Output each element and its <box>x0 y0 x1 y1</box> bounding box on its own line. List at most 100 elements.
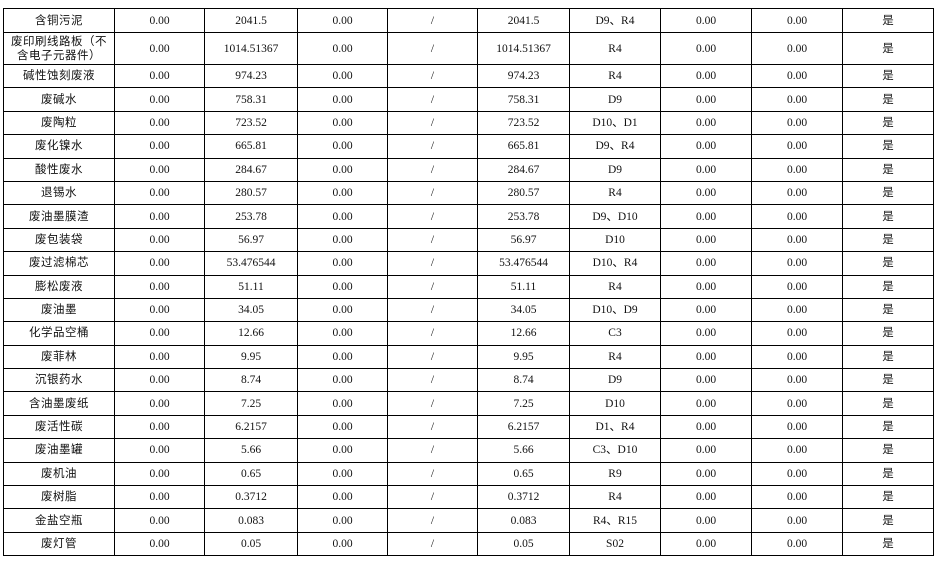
table-row: 碱性蚀刻废液 0.00 974.23 0.00/974.23 R4 0.00 0.00 是 <box>3 63 934 89</box>
table-row: 废油墨膜渣 0.00 253.78 0.00/253.78 D9、D10 0.00 0.00… <box>3 204 934 229</box>
col-2-cell: 0.00 <box>114 8 205 33</box>
waste-name-cell: 碱性蚀刻废液 <box>3 63 115 89</box>
col-3-cell: 0.05 <box>204 531 298 557</box>
table-row: 退锡水 0.00 280.57 0.00/280.57 R4 0.00 0.00 是 <box>3 180 934 206</box>
col-2-cell: 0.00 <box>114 157 205 182</box>
disposal-method-cell: D1、R4 <box>569 414 661 440</box>
col-2-cell: 0.00 <box>114 485 205 510</box>
col-2-cell: 0.00 <box>114 508 205 533</box>
col-5-cell: / <box>387 414 478 440</box>
col-9-cell: 0.00 <box>751 391 843 416</box>
table-row: 含铜污泥 0.00 2041.5 0.00/2041.5 D9、R4 0.00 0.00 是 <box>3 8 934 33</box>
table-row: 废树脂 0.00 0.3712 0.00/0.3712 R4 0.00 0.00 是 <box>3 485 934 510</box>
col-4-cell: 0.00 <box>297 110 388 136</box>
col-8-cell: 0.00 <box>660 391 752 416</box>
col-6-cell: 1014.51367 <box>477 32 570 65</box>
col-2-cell: 0.00 <box>114 414 205 440</box>
col-8-cell: 0.00 <box>660 251 752 276</box>
waste-name-cell: 化学品空桶 <box>3 321 115 346</box>
disposal-method-cell: R4 <box>569 344 661 370</box>
col-9-cell: 0.00 <box>751 321 843 346</box>
table-row: 废化镍水 0.00 665.81 0.00/665.81 D9、R4 0.00 0.00 是 <box>3 134 934 159</box>
disposal-method-cell: C3、D10 <box>569 438 661 463</box>
compliance-flag-cell: 是 <box>842 321 934 346</box>
col-2-cell: 0.00 <box>114 204 205 229</box>
col-5-cell: / <box>387 438 478 463</box>
compliance-flag-cell: 是 <box>842 32 934 65</box>
col-6-cell: 51.11 <box>477 274 570 299</box>
col-5-cell: / <box>387 32 478 65</box>
col-8-cell: 0.00 <box>660 8 752 33</box>
col-6-cell: 253.78 <box>477 204 570 229</box>
col-8-cell: 0.00 <box>660 508 752 533</box>
col-9-cell: 0.00 <box>751 227 843 253</box>
col-3-cell: 8.74 <box>204 368 298 393</box>
col-3-cell: 253.78 <box>204 204 298 229</box>
table-row: 废包装袋 0.00 56.97 0.00/56.97 D10 0.00 0.00 是 <box>3 227 934 253</box>
col-4-cell: 0.00 <box>297 344 388 370</box>
col-3-cell: 34.05 <box>204 297 298 323</box>
col-8-cell: 0.00 <box>660 204 752 229</box>
waste-name-cell: 废陶粒 <box>3 110 115 136</box>
col-5-cell: / <box>387 368 478 393</box>
col-3-cell: 56.97 <box>204 227 298 253</box>
col-9-cell: 0.00 <box>751 110 843 136</box>
col-8-cell: 0.00 <box>660 32 752 65</box>
col-5-cell: / <box>387 63 478 89</box>
disposal-method-cell: D10、D1 <box>569 110 661 136</box>
col-8-cell: 0.00 <box>660 227 752 253</box>
compliance-flag-cell: 是 <box>842 438 934 463</box>
col-9-cell: 0.00 <box>751 485 843 510</box>
waste-name-cell: 废活性碳 <box>3 414 115 440</box>
col-3-cell: 723.52 <box>204 110 298 136</box>
compliance-flag-cell: 是 <box>842 391 934 416</box>
col-3-cell: 7.25 <box>204 391 298 416</box>
col-6-cell: 723.52 <box>477 110 570 136</box>
disposal-method-cell: D10 <box>569 391 661 416</box>
table-body: 含铜污泥 0.00 2041.5 0.00/2041.5 D9、R4 0.00 0.00 是废… <box>3 8 934 557</box>
table-row: 废机油 0.00 0.65 0.00/0.65 R9 0.00 0.00 是 <box>3 461 934 487</box>
waste-name-cell: 废化镍水 <box>3 134 115 159</box>
col-3-cell: 1014.51367 <box>204 32 298 65</box>
disposal-method-cell: D9 <box>569 157 661 182</box>
col-5-cell: / <box>387 180 478 206</box>
col-2-cell: 0.00 <box>114 227 205 253</box>
col-9-cell: 0.00 <box>751 8 843 33</box>
col-4-cell: 0.00 <box>297 438 388 463</box>
waste-name-cell: 沉银药水 <box>3 368 115 393</box>
col-9-cell: 0.00 <box>751 508 843 533</box>
col-5-cell: / <box>387 297 478 323</box>
compliance-flag-cell: 是 <box>842 274 934 299</box>
col-9-cell: 0.00 <box>751 438 843 463</box>
col-2-cell: 0.00 <box>114 274 205 299</box>
col-6-cell: 0.3712 <box>477 485 570 510</box>
table-row: 废陶粒 0.00 723.52 0.00/723.52 D10、D1 0.00 0.00 是 <box>3 110 934 136</box>
col-5-cell: / <box>387 531 478 557</box>
compliance-flag-cell: 是 <box>842 63 934 89</box>
col-8-cell: 0.00 <box>660 87 752 112</box>
compliance-flag-cell: 是 <box>842 461 934 487</box>
waste-name-cell: 废碱水 <box>3 87 115 112</box>
col-2-cell: 0.00 <box>114 63 205 89</box>
col-6-cell: 284.67 <box>477 157 570 182</box>
col-9-cell: 0.00 <box>751 414 843 440</box>
col-6-cell: 5.66 <box>477 438 570 463</box>
col-3-cell: 51.11 <box>204 274 298 299</box>
col-4-cell: 0.00 <box>297 368 388 393</box>
col-2-cell: 0.00 <box>114 321 205 346</box>
col-3-cell: 53.476544 <box>204 251 298 276</box>
col-3-cell: 0.3712 <box>204 485 298 510</box>
col-2-cell: 0.00 <box>114 344 205 370</box>
compliance-flag-cell: 是 <box>842 531 934 557</box>
waste-name-cell: 酸性废水 <box>3 157 115 182</box>
col-2-cell: 0.00 <box>114 251 205 276</box>
col-5-cell: / <box>387 157 478 182</box>
col-6-cell: 0.083 <box>477 508 570 533</box>
col-4-cell: 0.00 <box>297 461 388 487</box>
col-3-cell: 280.57 <box>204 180 298 206</box>
col-6-cell: 56.97 <box>477 227 570 253</box>
col-2-cell: 0.00 <box>114 87 205 112</box>
table-row: 废活性碳 0.00 6.2157 0.00/6.2157 D1、R4 0.00 0.00 是 <box>3 414 934 440</box>
col-6-cell: 34.05 <box>477 297 570 323</box>
compliance-flag-cell: 是 <box>842 110 934 136</box>
